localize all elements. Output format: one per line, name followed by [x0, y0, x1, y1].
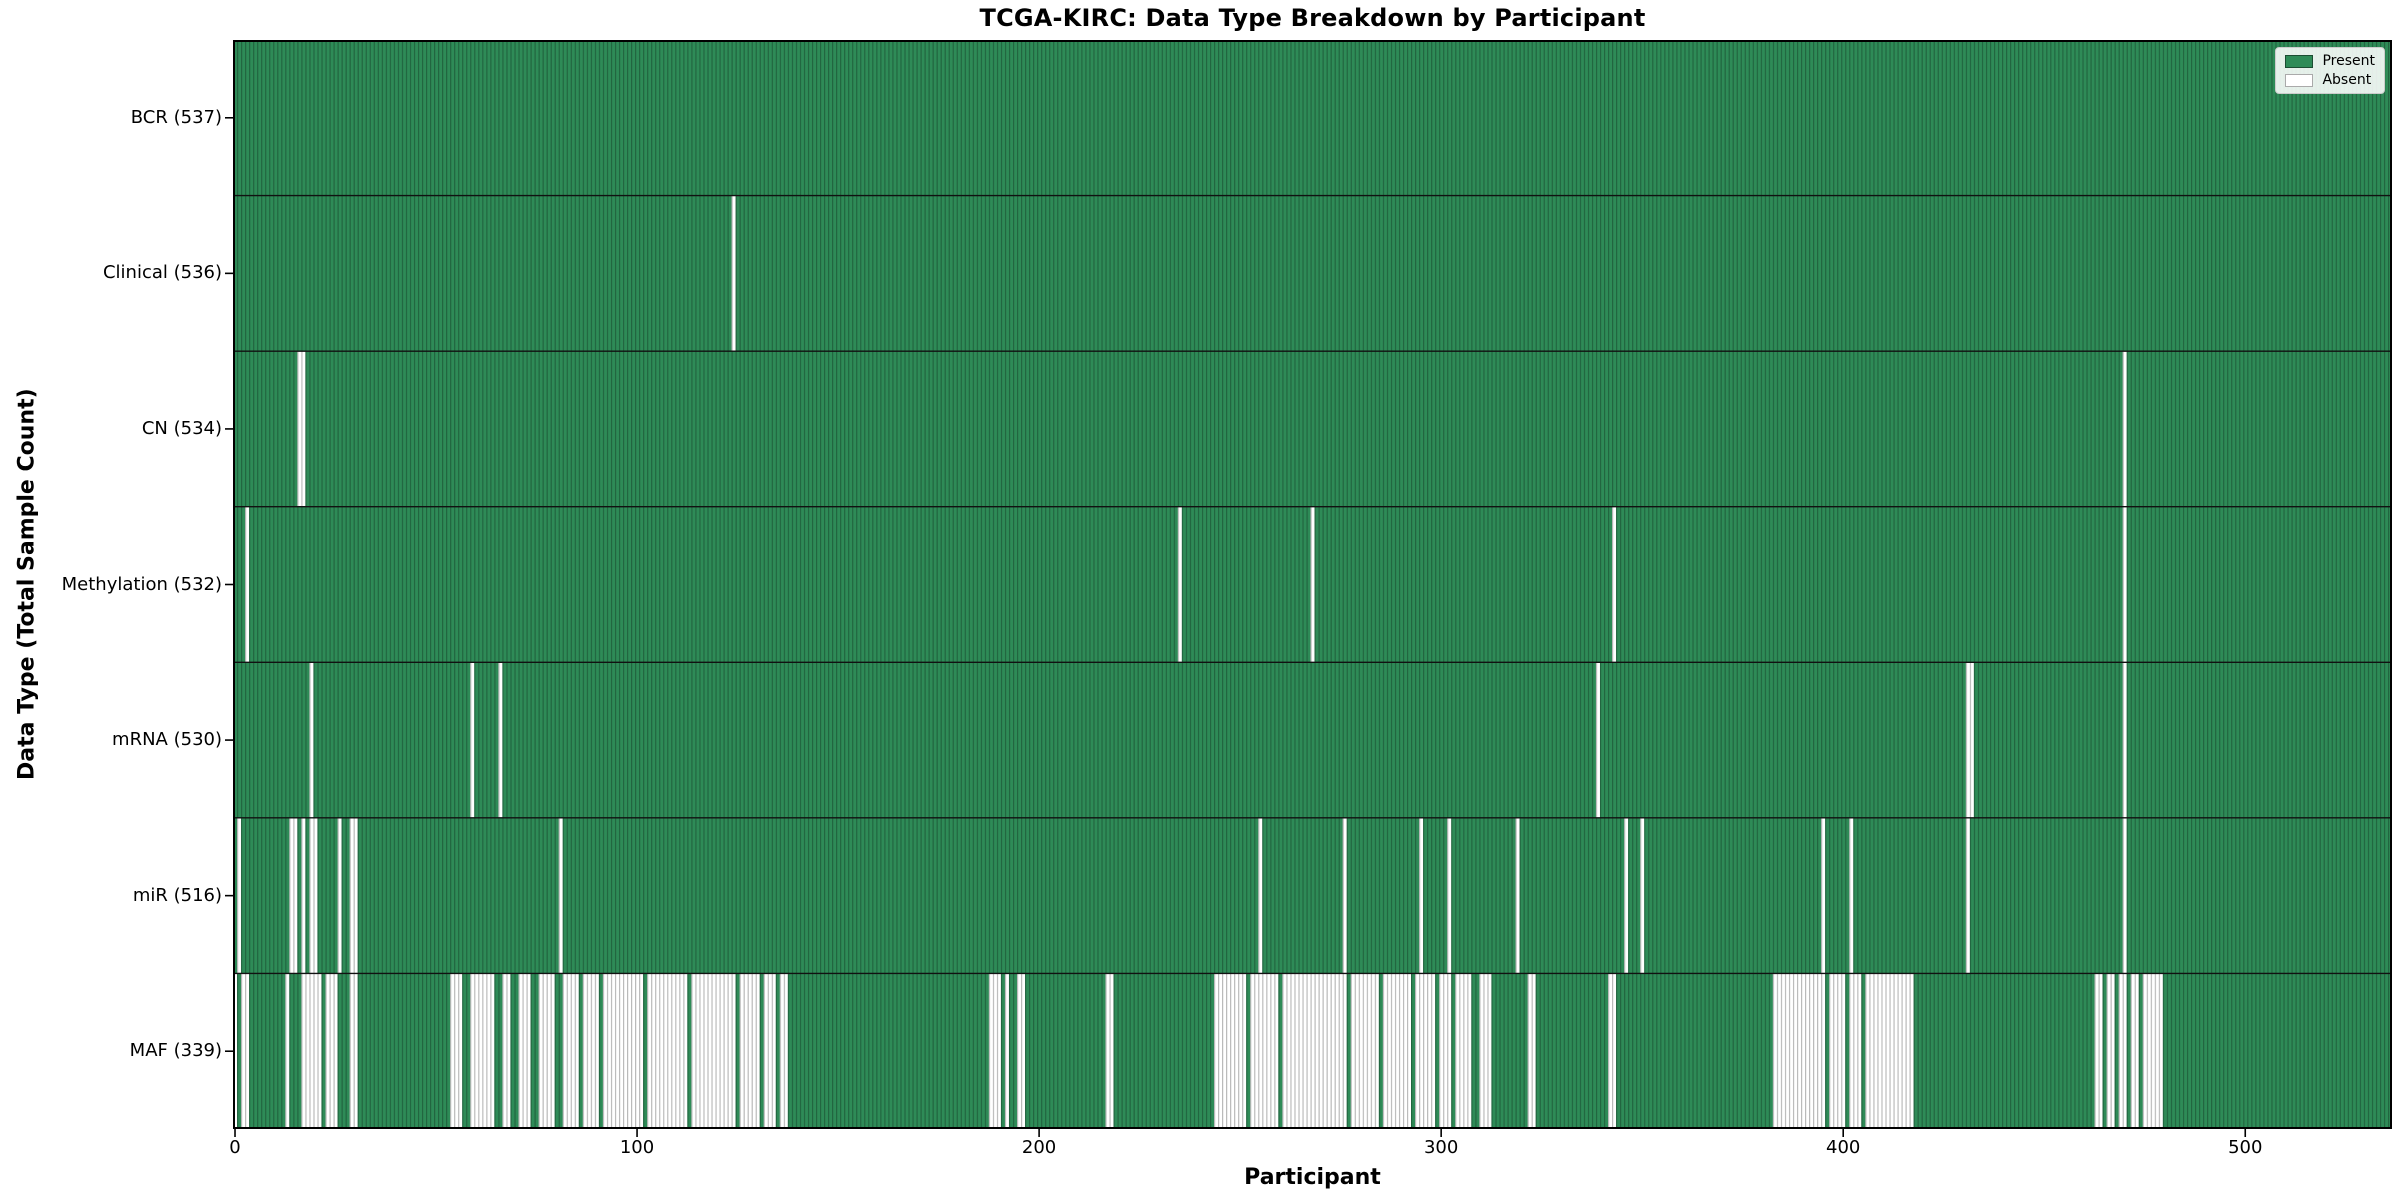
- y-tick-label-cn: CN (534): [141, 417, 222, 439]
- bar-edges-overlay: [233, 40, 2392, 1129]
- x-tick-label-200: 200: [1021, 1137, 1057, 1158]
- plot-area: Present Absent: [225, 40, 2392, 1137]
- y-tick-label-methylation: Methylation (532): [61, 573, 222, 595]
- x-tick-label-100: 100: [619, 1137, 655, 1158]
- presence-matrix-svg: [225, 40, 2392, 1137]
- legend-item-absent: Absent: [2285, 73, 2375, 87]
- plot-border: [233, 40, 2392, 1129]
- x-tick-label-300: 300: [1423, 1137, 1459, 1158]
- y-tick-label-mrna: mRNA (530): [112, 729, 222, 751]
- y-tick-label-mir: miR (516): [132, 884, 222, 906]
- legend: Present Absent: [2275, 47, 2385, 94]
- x-tick-label-400: 400: [1826, 1137, 1861, 1158]
- x-tick-label-500: 500: [2228, 1137, 2263, 1158]
- y-tick-label-clinical: Clinical (536): [102, 262, 222, 284]
- absent-swatch-icon: [2285, 73, 2314, 87]
- chart-title: TCGA-KIRC: Data Type Breakdown by Partic…: [979, 4, 1646, 32]
- x-tick-label-0: 0: [229, 1137, 241, 1158]
- x-axis-label: Participant: [1244, 1165, 1381, 1190]
- present-swatch-icon: [2285, 54, 2314, 68]
- legend-label-present: Present: [2322, 53, 2375, 69]
- legend-label-absent: Absent: [2322, 72, 2372, 88]
- y-tick-label-maf: MAF (339): [129, 1040, 222, 1062]
- y-tick-label-bcr: BCR (537): [130, 106, 222, 128]
- legend-item-present: Present: [2285, 54, 2375, 68]
